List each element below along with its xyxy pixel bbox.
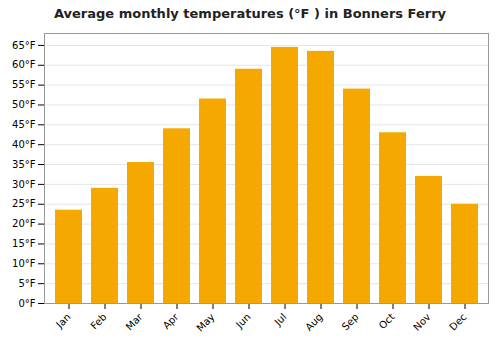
svg-text:30°F: 30°F bbox=[12, 179, 36, 190]
svg-text:15°F: 15°F bbox=[12, 238, 36, 249]
svg-text:Nov: Nov bbox=[411, 311, 433, 333]
svg-text:Sep: Sep bbox=[340, 311, 361, 332]
svg-text:Oct: Oct bbox=[377, 311, 397, 331]
svg-text:60°F: 60°F bbox=[12, 59, 36, 70]
svg-text:40°F: 40°F bbox=[12, 139, 36, 150]
svg-text:65°F: 65°F bbox=[12, 40, 36, 51]
svg-text:Mar: Mar bbox=[124, 311, 146, 333]
svg-text:50°F: 50°F bbox=[12, 99, 36, 110]
svg-text:0°F: 0°F bbox=[18, 298, 35, 309]
svg-text:Jun: Jun bbox=[233, 311, 253, 331]
svg-text:55°F: 55°F bbox=[12, 79, 36, 90]
svg-text:10°F: 10°F bbox=[12, 258, 36, 269]
svg-text:45°F: 45°F bbox=[12, 119, 36, 130]
svg-text:May: May bbox=[194, 311, 216, 333]
svg-text:Jul: Jul bbox=[272, 311, 289, 328]
svg-text:Apr: Apr bbox=[161, 311, 182, 332]
svg-text:Feb: Feb bbox=[88, 311, 108, 331]
svg-text:35°F: 35°F bbox=[12, 159, 36, 170]
svg-text:Aug: Aug bbox=[303, 311, 325, 333]
svg-text:Dec: Dec bbox=[447, 311, 468, 332]
html-text:Average monthly temperatures (: Average monthly temperatures (°F ) in Bo… bbox=[54, 6, 446, 21]
svg-text:5°F: 5°F bbox=[18, 278, 35, 289]
svg-text:25°F: 25°F bbox=[12, 198, 36, 209]
svg-text:20°F: 20°F bbox=[12, 218, 36, 229]
svg-text:Jan: Jan bbox=[53, 311, 72, 330]
